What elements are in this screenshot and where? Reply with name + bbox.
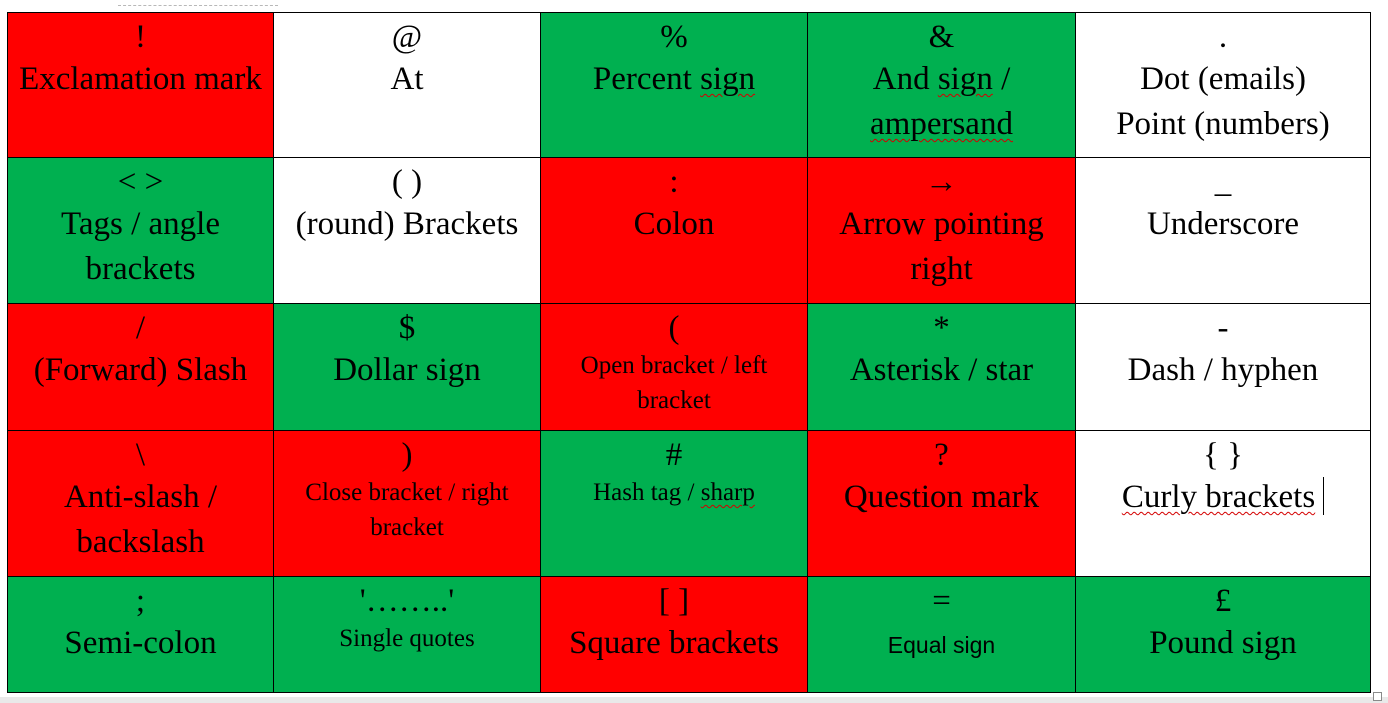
table-cell-hash[interactable]: # Hash tag / sharp: [540, 430, 808, 577]
table-cell-asterisk[interactable]: * Asterisk / star: [807, 303, 1076, 431]
symbol-label: Single quotes: [339, 625, 475, 652]
spellcheck-word: sign: [700, 61, 756, 97]
horizontal-scrollbar[interactable]: [0, 697, 1388, 703]
arrow-right-icon: →: [925, 164, 958, 200]
symbol-glyph: [ ]: [658, 583, 690, 619]
symbol-label: Semi-colon: [64, 625, 217, 661]
symbol-label: Question mark: [843, 479, 1040, 515]
table-cell-square-brackets[interactable]: [ ] Square brackets: [540, 576, 808, 693]
table-cell-angle-brackets[interactable]: < > Tags / angle brackets: [7, 157, 274, 304]
symbol-glyph: < >: [117, 164, 164, 200]
symbol-label: Underscore: [1146, 206, 1300, 242]
symbol-glyph: { }: [1203, 437, 1243, 473]
table-cell-single-quotes[interactable]: '……..' Single quotes: [273, 576, 541, 693]
symbol-glyph: @: [391, 19, 423, 55]
table-cell-ampersand[interactable]: & And sign / ampersand: [807, 12, 1076, 158]
symbol-label: Hash tag / sharp: [545, 475, 803, 510]
symbol-glyph: ): [401, 437, 413, 473]
spellcheck-word: ampersand: [870, 106, 1013, 142]
symbols-table-wrapper: ! Exclamation mark @ At % Percent sign &…: [7, 12, 1371, 693]
table-row: \ Anti-slash / backslash ) Close bracket…: [7, 430, 1371, 577]
table-cell-dash[interactable]: - Dash / hyphen: [1075, 303, 1371, 431]
symbol-glyph: =: [932, 583, 951, 619]
symbol-label-line2: Point (numbers): [1116, 106, 1330, 142]
symbol-glyph: .: [1218, 19, 1228, 55]
symbol-glyph: '……..': [359, 583, 455, 619]
symbol-label: Asterisk / star: [849, 352, 1034, 388]
symbol-label: (Forward) Slash: [33, 352, 248, 388]
symbol-glyph: :: [669, 164, 679, 200]
table-cell-at[interactable]: @ At: [273, 12, 541, 158]
symbol-label: Equal sign: [887, 632, 996, 658]
symbol-label: Pound sign: [1149, 625, 1297, 661]
symbol-glyph: ?: [934, 437, 949, 473]
table-row: < > Tags / angle brackets ( ) (round) Br…: [7, 157, 1371, 304]
label-text: Percent: [592, 61, 701, 97]
symbol-label-line2: ampersand: [812, 102, 1071, 147]
symbol-label: Percent sign: [545, 57, 803, 102]
table-cell-colon[interactable]: : Colon: [540, 157, 808, 304]
table-cell-arrow[interactable]: → Arrow pointing right: [807, 157, 1076, 304]
table-cell-backslash[interactable]: \ Anti-slash / backslash: [7, 430, 274, 577]
symbol-label: Anti-slash / backslash: [63, 479, 218, 560]
symbol-glyph: \: [135, 437, 146, 473]
symbol-glyph: *: [933, 310, 950, 346]
symbol-label: At: [390, 61, 424, 97]
symbol-glyph: %: [660, 19, 688, 55]
table-cell-percent[interactable]: % Percent sign: [540, 12, 808, 158]
table-row: ! Exclamation mark @ At % Percent sign &…: [7, 12, 1371, 158]
label-text: Hash tag /: [593, 479, 701, 506]
symbol-label: Open bracket / left bracket: [580, 352, 768, 414]
spellcheck-word: sharp: [700, 479, 755, 506]
table-cell-curly-brackets[interactable]: { } Curly brackets: [1075, 430, 1371, 577]
symbols-table: ! Exclamation mark @ At % Percent sign &…: [7, 12, 1371, 693]
table-cell-semicolon[interactable]: ; Semi-colon: [7, 576, 274, 693]
symbol-glyph: ;: [135, 583, 146, 619]
symbol-label: Colon: [633, 206, 715, 242]
table-resize-handle[interactable]: [1373, 692, 1382, 701]
text-cursor: [1323, 477, 1325, 515]
table-cell-dollar[interactable]: $ Dollar sign: [273, 303, 541, 431]
symbol-glyph: &: [928, 19, 955, 55]
table-cell-slash[interactable]: / (Forward) Slash: [7, 303, 274, 431]
top-ruler: [0, 0, 1388, 10]
table-cell-open-bracket[interactable]: ( Open bracket / left bracket: [540, 303, 808, 431]
symbol-label: Square brackets: [569, 625, 779, 661]
ruler-marker: [118, 0, 278, 6]
symbol-glyph: ( ): [391, 164, 423, 200]
symbol-glyph: £: [1214, 583, 1232, 619]
table-row: ; Semi-colon '……..' Single quotes [ ] Sq…: [7, 576, 1371, 693]
table-cell-dot[interactable]: . Dot (emails) Point (numbers): [1075, 12, 1371, 158]
symbol-glyph: /: [135, 310, 146, 346]
table-cell-pound[interactable]: £ Pound sign: [1075, 576, 1371, 693]
label-text: /: [992, 61, 1011, 97]
symbol-glyph: !: [135, 19, 146, 55]
symbol-glyph: #: [665, 437, 683, 473]
symbol-label: Close bracket / right bracket: [305, 479, 509, 541]
symbol-glyph: $: [398, 310, 416, 346]
symbol-label: Curly brackets: [1080, 475, 1366, 520]
symbol-label-line1: Dot (emails): [1140, 61, 1306, 97]
symbol-glyph: (: [668, 310, 680, 346]
table-cell-round-brackets[interactable]: ( ) (round) Brackets: [273, 157, 541, 304]
symbol-label: Tags / angle brackets: [61, 206, 220, 287]
table-cell-question[interactable]: ? Question mark: [807, 430, 1076, 577]
spellcheck-word: Curly brackets: [1121, 479, 1316, 515]
symbol-glyph: -: [1217, 310, 1229, 346]
symbol-label: (round) Brackets: [295, 206, 519, 242]
table-cell-close-bracket[interactable]: ) Close bracket / right bracket: [273, 430, 541, 577]
table-cell-underscore[interactable]: _ Underscore: [1075, 157, 1371, 304]
symbol-label: Dash / hyphen: [1127, 352, 1319, 388]
table-cell-exclamation[interactable]: ! Exclamation mark: [7, 12, 274, 158]
symbol-label-line1: And sign /: [812, 57, 1071, 102]
table-cell-equal[interactable]: = Equal sign: [807, 576, 1076, 693]
spellcheck-word: sign: [937, 61, 993, 97]
symbol-label: Arrow pointing right: [839, 206, 1044, 287]
symbol-glyph: _: [1214, 164, 1232, 200]
table-row: / (Forward) Slash $ Dollar sign ( Open b…: [7, 303, 1371, 431]
symbol-label: Exclamation mark: [19, 61, 262, 97]
symbol-label: Dollar sign: [333, 352, 481, 388]
label-text: And: [872, 61, 938, 97]
